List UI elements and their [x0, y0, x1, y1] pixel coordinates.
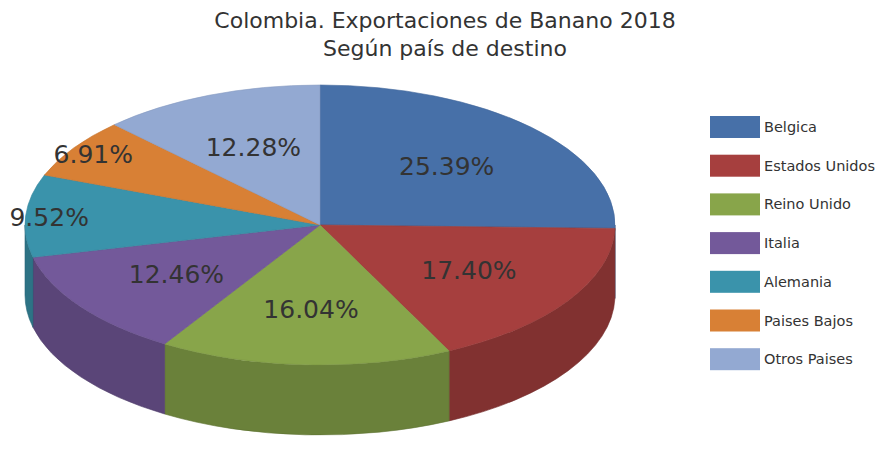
- pie-slice: [114, 85, 320, 225]
- pie-slice: [320, 85, 615, 228]
- legend-label: Italia: [764, 235, 800, 251]
- pie-sides: [25, 225, 615, 435]
- legend-swatch: [710, 116, 760, 138]
- chart-title: Colombia. Exportaciones de Banano 2018: [214, 8, 675, 33]
- legend-label: Otros Paises: [764, 351, 853, 367]
- data-label: 16.04%: [263, 295, 358, 324]
- data-label: 9.52%: [9, 203, 88, 232]
- legend-label: Reino Unido: [764, 196, 851, 212]
- legend: Belgica Estados Unidos Reino Unido Italia Al…: [710, 116, 875, 370]
- legend-label: Alemania: [764, 274, 832, 290]
- data-label: 25.39%: [399, 152, 494, 181]
- legend-swatch: [710, 310, 760, 332]
- legend-swatch: [710, 348, 760, 370]
- legend-swatch: [710, 193, 760, 215]
- chart-subtitle: Según país de destino: [323, 36, 567, 61]
- legend-swatch: [710, 232, 760, 254]
- legend-label: Paises Bajos: [764, 313, 853, 329]
- legend-label: Estados Unidos: [764, 158, 875, 174]
- legend-swatch: [710, 271, 760, 293]
- data-label: 17.40%: [421, 256, 516, 285]
- legend-swatch: [710, 155, 760, 177]
- pie-tops: [25, 85, 615, 365]
- data-label: 12.28%: [206, 133, 301, 162]
- data-label: 6.91%: [54, 140, 133, 169]
- data-label: 12.46%: [129, 260, 224, 289]
- chart-svg: Colombia. Exportaciones de Banano 2018 Se…: [0, 0, 888, 456]
- chart-container: Colombia. Exportaciones de Banano 2018 Se…: [0, 0, 888, 456]
- legend-label: Belgica: [764, 119, 817, 135]
- data-labels: 25.39% 17.40% 16.04% 12.46% 9.52% 6.91% 12.28%: [9, 133, 516, 324]
